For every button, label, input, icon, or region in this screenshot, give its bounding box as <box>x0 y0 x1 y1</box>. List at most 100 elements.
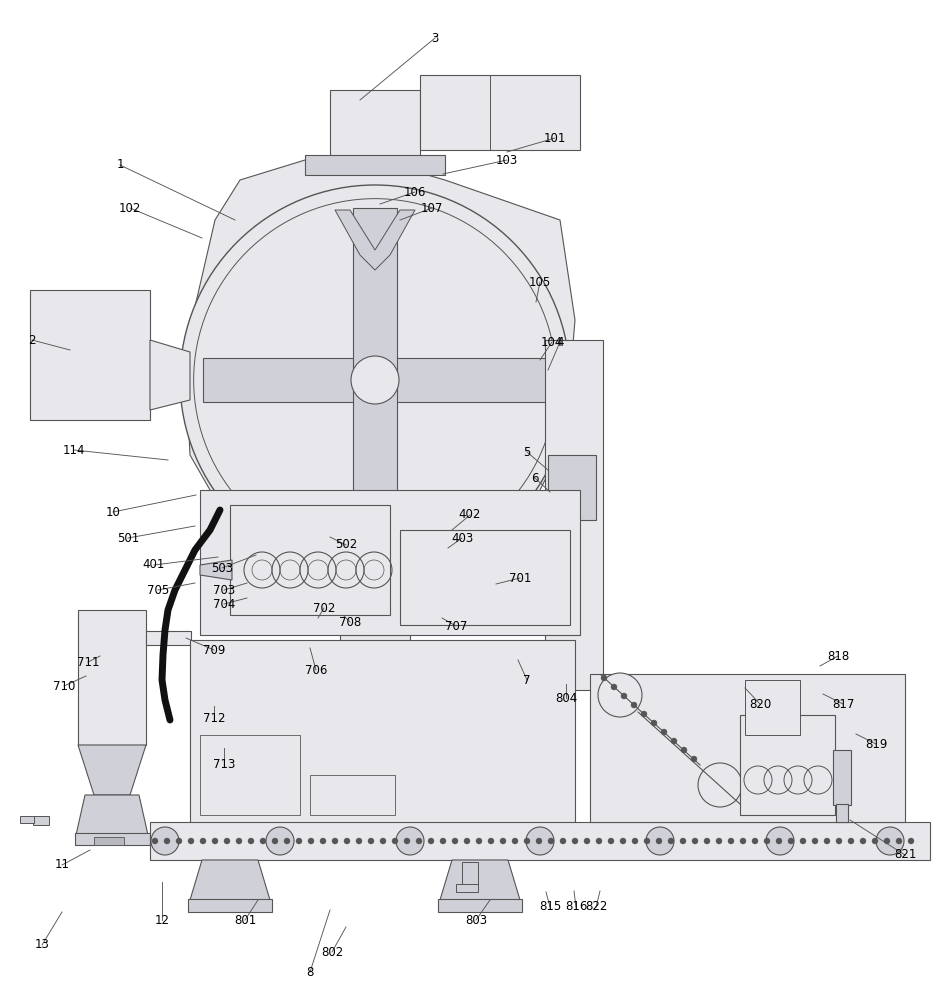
Circle shape <box>596 838 602 844</box>
Text: 712: 712 <box>203 712 226 724</box>
Circle shape <box>884 838 890 844</box>
Bar <box>388 687 413 705</box>
Circle shape <box>452 838 458 844</box>
Circle shape <box>692 838 698 844</box>
Bar <box>833 750 851 805</box>
Text: 102: 102 <box>119 202 141 215</box>
Circle shape <box>500 838 506 844</box>
Circle shape <box>646 827 674 855</box>
Circle shape <box>698 763 742 807</box>
Text: 7: 7 <box>523 674 531 686</box>
Circle shape <box>404 838 410 844</box>
Text: 821: 821 <box>894 848 916 861</box>
Text: 401: 401 <box>143 558 165 572</box>
Text: 114: 114 <box>63 444 85 456</box>
Text: 5: 5 <box>523 446 531 458</box>
Circle shape <box>488 838 494 844</box>
Text: 503: 503 <box>211 562 233 574</box>
Text: 501: 501 <box>117 532 139 544</box>
Text: 709: 709 <box>203 644 226 656</box>
Circle shape <box>621 693 627 699</box>
Bar <box>230 505 390 615</box>
Polygon shape <box>76 795 148 835</box>
Polygon shape <box>190 860 270 900</box>
Circle shape <box>812 838 818 844</box>
Text: 819: 819 <box>865 738 887 750</box>
Text: 802: 802 <box>321 946 344 958</box>
Circle shape <box>272 838 278 844</box>
Text: 105: 105 <box>529 275 551 288</box>
Bar <box>305 155 445 175</box>
Text: 705: 705 <box>147 584 169 596</box>
Bar <box>30 290 150 420</box>
Circle shape <box>224 838 230 844</box>
Polygon shape <box>380 650 420 690</box>
Bar <box>203 358 547 402</box>
Text: 502: 502 <box>335 538 358 552</box>
Bar <box>20 816 34 823</box>
Circle shape <box>776 838 782 844</box>
Text: 818: 818 <box>826 650 849 662</box>
Circle shape <box>248 838 254 844</box>
Bar <box>200 735 300 815</box>
Circle shape <box>661 729 667 735</box>
Bar <box>548 455 596 520</box>
Circle shape <box>611 684 617 690</box>
Circle shape <box>416 838 422 844</box>
Circle shape <box>644 838 650 844</box>
Circle shape <box>266 827 294 855</box>
Polygon shape <box>200 560 232 580</box>
Bar <box>420 75 580 150</box>
Circle shape <box>212 838 218 844</box>
Bar <box>836 804 848 822</box>
Bar <box>462 862 478 888</box>
Circle shape <box>656 838 662 844</box>
Circle shape <box>440 838 446 844</box>
Text: 8: 8 <box>306 966 314 978</box>
Circle shape <box>651 720 657 726</box>
Circle shape <box>236 838 242 844</box>
Circle shape <box>548 838 554 844</box>
Bar <box>94 837 124 845</box>
Circle shape <box>392 838 398 844</box>
Circle shape <box>428 838 434 844</box>
Polygon shape <box>335 500 415 570</box>
Circle shape <box>800 838 806 844</box>
Text: 402: 402 <box>459 508 481 522</box>
Circle shape <box>848 838 854 844</box>
Text: 403: 403 <box>451 532 473 544</box>
Circle shape <box>180 185 570 575</box>
Text: 713: 713 <box>212 758 235 772</box>
Circle shape <box>284 838 290 844</box>
Circle shape <box>788 838 794 844</box>
Circle shape <box>681 747 687 753</box>
Text: 106: 106 <box>403 186 426 198</box>
Circle shape <box>188 838 194 844</box>
Circle shape <box>512 838 518 844</box>
Circle shape <box>332 838 338 844</box>
Text: 104: 104 <box>541 336 563 349</box>
Circle shape <box>860 838 866 844</box>
Text: 704: 704 <box>212 597 235 610</box>
Text: 107: 107 <box>421 202 443 215</box>
Text: 804: 804 <box>555 692 578 704</box>
Bar <box>188 899 272 912</box>
Circle shape <box>176 838 182 844</box>
Bar <box>590 674 905 822</box>
Polygon shape <box>270 495 490 570</box>
Text: 702: 702 <box>313 601 335 614</box>
Bar <box>438 899 522 912</box>
Circle shape <box>704 838 710 844</box>
Text: 703: 703 <box>212 584 235 596</box>
Bar <box>190 640 575 825</box>
Text: 4: 4 <box>556 336 563 349</box>
Polygon shape <box>335 210 415 270</box>
Circle shape <box>671 738 677 744</box>
Circle shape <box>464 838 470 844</box>
Bar <box>740 715 835 815</box>
Text: 817: 817 <box>832 698 855 710</box>
Text: 3: 3 <box>431 31 439 44</box>
Circle shape <box>344 838 350 844</box>
Circle shape <box>876 827 904 855</box>
Circle shape <box>368 838 374 844</box>
